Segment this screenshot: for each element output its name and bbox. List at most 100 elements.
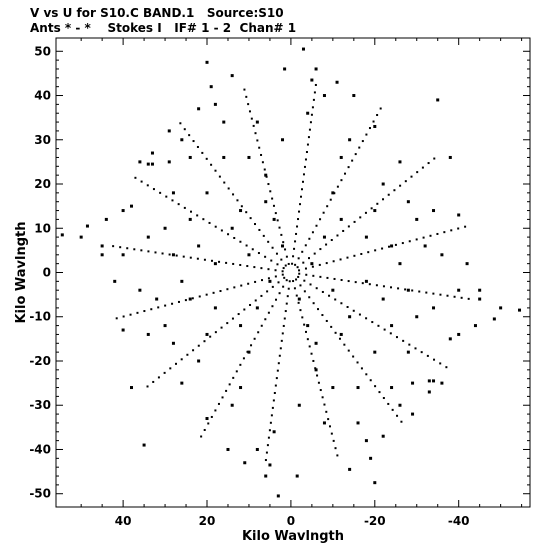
data-point (242, 357, 245, 360)
data-point (281, 332, 284, 335)
data-point (182, 255, 185, 258)
data-point (212, 291, 215, 294)
data-point (351, 159, 354, 162)
data-point (280, 339, 283, 342)
data-point (411, 289, 414, 292)
data-point (397, 287, 400, 290)
data-point (310, 113, 313, 116)
data-point (146, 332, 150, 336)
data-point (281, 244, 285, 248)
data-point (260, 267, 263, 270)
data-point (359, 216, 362, 219)
data-point (420, 351, 423, 354)
data-point (281, 270, 284, 273)
data-point (272, 399, 275, 402)
data-point (457, 227, 460, 230)
data-point (203, 340, 206, 343)
data-point (100, 244, 104, 248)
data-point (312, 302, 315, 305)
data-point (255, 306, 259, 310)
data-point (247, 350, 251, 354)
data-point (432, 209, 436, 213)
data-point (200, 435, 203, 438)
data-point (448, 337, 452, 341)
data-point (254, 299, 257, 302)
data-point (377, 324, 380, 327)
data-point (222, 155, 226, 159)
data-point (150, 162, 154, 166)
data-point (129, 313, 132, 316)
data-point (381, 182, 385, 186)
data-point (310, 262, 314, 266)
chart-title: V vs U for S10.C BAND.1 Source:S10 (30, 6, 284, 20)
data-point (243, 88, 246, 91)
data-point (220, 229, 223, 232)
data-point (175, 254, 178, 257)
data-point (322, 421, 326, 425)
y-axis-label: Kilo Wavlngth (14, 221, 29, 323)
data-point (271, 285, 274, 288)
data-point (295, 278, 298, 281)
data-point (275, 252, 278, 255)
data-point (352, 355, 355, 358)
data-point (304, 244, 307, 247)
data-point (190, 210, 193, 213)
data-point (265, 175, 268, 178)
data-point (203, 428, 206, 431)
data-point (382, 198, 385, 201)
data-point (171, 253, 175, 257)
y-tick-label: -20 (29, 354, 51, 368)
data-point (315, 287, 318, 290)
data-point (264, 318, 267, 321)
y-tick-label: -40 (29, 442, 51, 456)
data-point (448, 155, 452, 159)
data-point (210, 259, 213, 262)
data-point (205, 332, 209, 336)
data-point (167, 129, 171, 133)
data-point (354, 153, 357, 156)
data-point (415, 315, 419, 319)
data-point (254, 132, 257, 135)
data-point (205, 191, 209, 195)
data-point (336, 234, 339, 237)
data-point (297, 275, 300, 278)
data-point (264, 255, 267, 258)
data-point (219, 290, 222, 293)
data-point (171, 199, 174, 202)
data-point (276, 494, 280, 498)
data-point (299, 203, 302, 206)
data-point (319, 218, 322, 221)
data-point (243, 308, 246, 311)
data-point (264, 200, 268, 204)
data-point (293, 247, 296, 250)
data-point (373, 350, 377, 354)
data-point (390, 286, 393, 289)
data-point (281, 138, 285, 142)
data-point (210, 415, 213, 418)
data-point (214, 409, 217, 412)
data-point (205, 417, 209, 421)
data-point (440, 381, 444, 385)
data-point (393, 189, 396, 192)
data-point (346, 256, 349, 259)
data-point (279, 347, 282, 350)
data-point (329, 198, 332, 201)
data-point (354, 281, 357, 284)
data-point (146, 184, 149, 187)
data-point (203, 258, 206, 261)
data-point (292, 280, 295, 283)
data-point (121, 253, 125, 257)
data-point (309, 121, 312, 124)
data-point (352, 309, 355, 312)
data-point (436, 232, 439, 235)
data-point (213, 262, 217, 266)
data-point (478, 288, 482, 292)
data-point (340, 302, 343, 305)
data-point (295, 474, 299, 478)
x-tick-label: 0 (287, 514, 295, 528)
data-point (282, 285, 285, 288)
data-point (271, 305, 274, 308)
data-point (402, 339, 405, 342)
data-point (296, 225, 299, 228)
data-point (365, 133, 368, 136)
